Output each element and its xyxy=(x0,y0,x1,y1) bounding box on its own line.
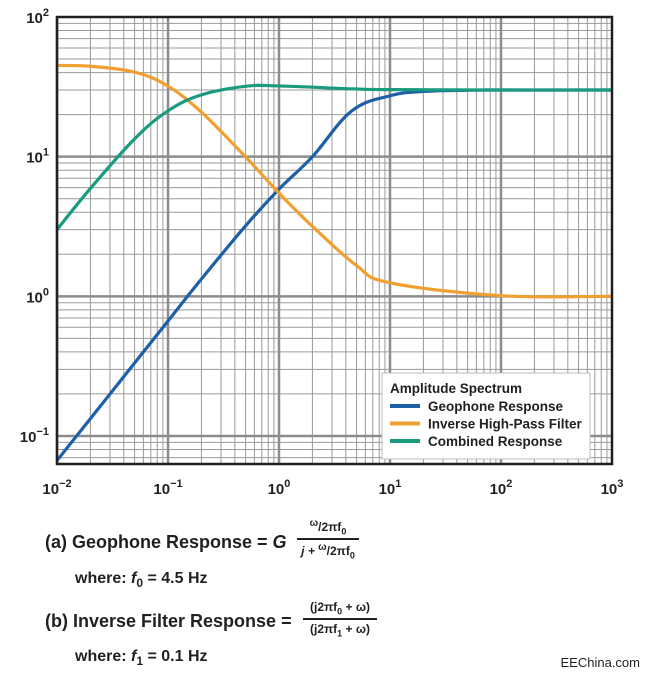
x-tick-label: 102 xyxy=(490,478,513,498)
amplitude-spectrum-chart: 10−2 10−1 100 101 102 103 10−1 100 101 102 Ampli… xyxy=(20,7,624,498)
x-tick-label: 10−1 xyxy=(153,478,182,498)
plot-frame xyxy=(55,15,614,466)
x-tick-label: 10−2 xyxy=(42,478,71,498)
x-tick-label: 101 xyxy=(379,478,402,498)
equation-a-gain: G xyxy=(272,532,287,552)
series-line-combined-response xyxy=(57,83,612,232)
equation-b-numerator: (j2πf0 + ω) xyxy=(309,600,370,617)
legend-items: Geophone Response Inverse High-Pass Filte… xyxy=(390,399,583,449)
equation-b-fraction: (j2πf0 + ω) (j2πf1 + ω) xyxy=(303,600,377,638)
legend-label: Inverse High-Pass Filter xyxy=(428,417,583,432)
legend: Amplitude Spectrum Geophone Response Inve… xyxy=(381,372,591,460)
equation-a-where: where: f0 = 4.5 Hz xyxy=(75,570,208,591)
equation-a-label: (a) Geophone Response = G xyxy=(45,532,287,553)
x-tick-label: 103 xyxy=(601,478,624,498)
equation-a-denominator: j + ω/2πf0 xyxy=(301,541,355,561)
y-tick-labels: 10−1 100 101 102 xyxy=(20,7,49,446)
legend-title: Amplitude Spectrum xyxy=(390,381,522,396)
equation-a-fraction: ω/2πf0 j + ω/2πf0 xyxy=(297,518,359,560)
legend-box xyxy=(381,372,591,460)
x-tick-label: 100 xyxy=(268,478,291,498)
equation-a-text: (a) Geophone Response = xyxy=(45,532,273,552)
grid-minor xyxy=(57,17,612,464)
series-layer xyxy=(57,63,612,463)
equation-b-denominator: (j2πf1 + ω) xyxy=(309,621,370,639)
x-tick-labels: 10−2 10−1 100 101 102 103 xyxy=(42,478,623,498)
equation-a-fraction-bar xyxy=(297,538,359,540)
watermark: EEChina.com xyxy=(560,655,640,670)
equation-b-fraction-bar xyxy=(303,618,377,620)
equation-a-numerator: ω/2πf0 xyxy=(309,518,347,537)
equation-b-text: (b) Inverse Filter Response = xyxy=(45,611,292,631)
y-tick-label: 102 xyxy=(26,7,49,27)
y-tick-label: 101 xyxy=(26,147,49,167)
legend-label: Combined Response xyxy=(428,434,563,449)
equation-b-where: where: f1 = 0.1 Hz xyxy=(75,648,208,669)
series-line-inverse-high-pass-filter xyxy=(57,63,612,299)
equation-b-label: (b) Inverse Filter Response = xyxy=(45,611,292,632)
y-tick-label: 10−1 xyxy=(20,426,49,446)
legend-label: Geophone Response xyxy=(428,399,564,414)
y-tick-label: 100 xyxy=(26,286,49,306)
